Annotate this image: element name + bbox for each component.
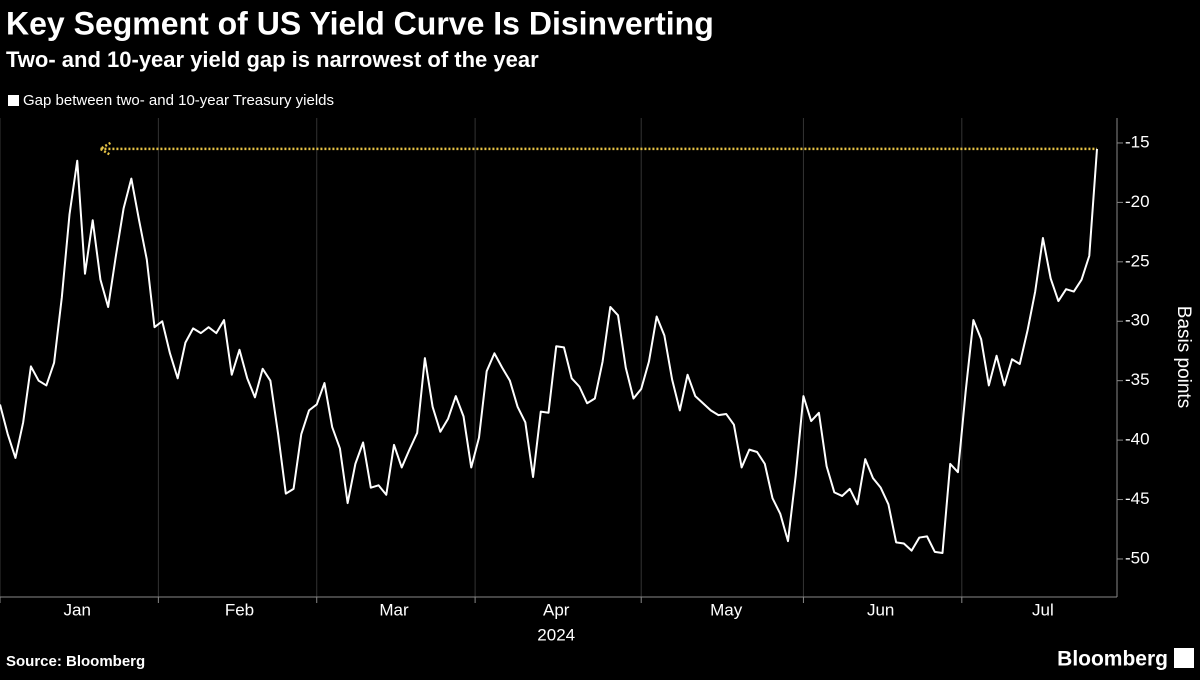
brand: Bloomberg <box>1057 648 1168 671</box>
series-line <box>0 148 1098 555</box>
y-tick-label: -50 <box>1125 548 1150 567</box>
chart-subtitle: Two- and 10-year yield gap is narrowest … <box>6 47 539 72</box>
x-tick-label: Jul <box>1032 600 1054 619</box>
x-tick-label: Jun <box>867 600 894 619</box>
x-tick-label: Mar <box>379 600 409 619</box>
chart-title: Key Segment of US Yield Curve Is Disinve… <box>6 5 714 41</box>
legend-label: Gap between two- and 10-year Treasury yi… <box>23 92 334 109</box>
x-tick-label: Jan <box>64 600 91 619</box>
source: Source: Bloomberg <box>6 653 145 670</box>
x-tick-label: Apr <box>543 600 570 619</box>
y-tick-label: -15 <box>1125 132 1150 151</box>
x-tick-label: Feb <box>225 600 254 619</box>
legend-swatch <box>8 95 19 106</box>
y-tick-label: -25 <box>1125 251 1150 270</box>
y-tick-label: -45 <box>1125 489 1150 508</box>
x-axis-label: 2024 <box>537 625 575 644</box>
y-tick-label: -40 <box>1125 430 1150 449</box>
y-axis-label: Basis points <box>1173 306 1194 408</box>
y-tick-label: -20 <box>1125 192 1150 211</box>
y-tick-label: -30 <box>1125 311 1150 330</box>
brand-icon <box>1174 648 1194 668</box>
x-tick-label: May <box>710 600 743 619</box>
y-tick-label: -35 <box>1125 370 1150 389</box>
